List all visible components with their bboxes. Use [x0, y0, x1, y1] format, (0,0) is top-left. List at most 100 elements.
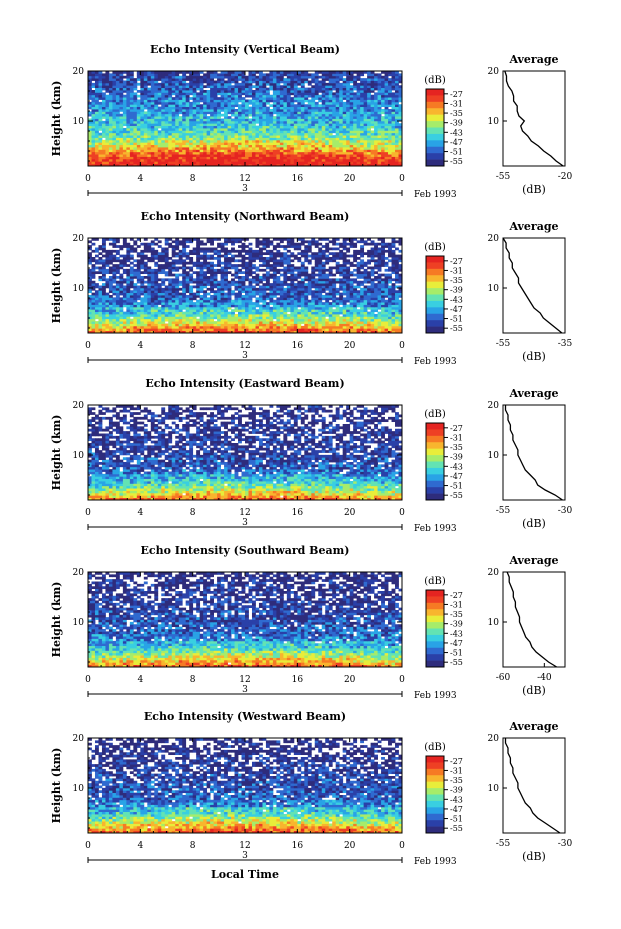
heatmap-cell	[356, 87, 361, 91]
heatmap-cell	[227, 128, 232, 131]
heatmap-cell	[203, 142, 208, 146]
heatmap-cell	[213, 87, 218, 91]
heatmap-cell	[353, 309, 358, 313]
heatmap-cell	[147, 132, 152, 136]
heatmap-cell	[381, 325, 385, 329]
heatmap-cell	[182, 139, 187, 143]
heatmap-cell	[339, 135, 344, 138]
heatmap-cell	[189, 87, 194, 91]
heatmap-cell	[206, 118, 211, 122]
heatmap-cell	[91, 156, 96, 160]
heatmap-cell	[269, 99, 274, 103]
heatmap-cell	[189, 325, 194, 329]
heatmap-cell	[342, 154, 347, 157]
heatmap-cell	[136, 149, 141, 153]
heatmap-cell	[370, 163, 375, 167]
heatmap-cell	[105, 309, 110, 313]
heatmap-cell	[199, 158, 204, 162]
heatmap-cell	[356, 161, 361, 165]
heatmap-cell	[91, 94, 96, 98]
heatmap-cell	[224, 297, 228, 301]
heatmap-cell	[251, 73, 256, 77]
heatmap-cell	[189, 125, 194, 129]
heatmap-cell	[122, 299, 127, 303]
heatmap-cell	[377, 139, 382, 143]
heatmap-cell	[91, 118, 96, 122]
heatmap-cell	[349, 73, 354, 77]
heatmap-cell	[342, 142, 347, 146]
heatmap-cell	[175, 144, 180, 148]
heatmap-cell	[98, 161, 103, 165]
heatmap-cell	[98, 135, 103, 138]
heatmap-cell	[276, 106, 281, 110]
heatmap-cell	[251, 125, 256, 129]
heatmap-cell	[300, 123, 305, 127]
heatmap-cell	[290, 144, 295, 148]
heatmap-cell	[384, 302, 389, 305]
heatmap-cell	[115, 144, 120, 148]
heatmap-cell	[311, 299, 316, 303]
heatmap-cell	[265, 161, 270, 165]
heatmap-cell	[339, 158, 344, 162]
heatmap-cell	[318, 149, 323, 153]
heatmap-cell	[192, 101, 197, 105]
heatmap-cell	[300, 151, 305, 155]
heatmap-cell	[272, 80, 277, 84]
heatmap-cell	[332, 304, 337, 308]
heatmap-cell	[374, 99, 378, 103]
heatmap-cell	[367, 137, 371, 141]
heatmap-cell	[248, 161, 253, 165]
heatmap-cell	[101, 318, 106, 322]
heatmap-cell	[126, 297, 131, 301]
heatmap-cell	[311, 325, 316, 329]
heatmap-cell	[175, 306, 180, 310]
heatmap-cell	[178, 106, 183, 110]
heatmap-cell	[133, 109, 138, 112]
heatmap-cell	[182, 149, 187, 153]
heatmap-cell	[370, 297, 375, 301]
heatmap-cell	[189, 304, 194, 308]
heatmap-cell	[328, 316, 333, 320]
colorbar-tick-label: -39	[450, 119, 463, 128]
heatmap-cell	[346, 75, 351, 79]
heatmap-cell	[311, 120, 316, 124]
heatmap-cell	[374, 142, 378, 146]
heatmap-cell	[234, 158, 239, 162]
heatmap-cell	[314, 111, 319, 115]
heatmap-cell	[262, 104, 267, 108]
heatmap-cell	[363, 158, 368, 162]
heatmap-cell	[115, 149, 120, 153]
heatmap-cell	[377, 318, 382, 322]
heatmap-cell	[115, 90, 120, 93]
heatmap-cell	[91, 149, 96, 153]
heatmap-cell	[143, 82, 148, 86]
heatmap-cell	[164, 154, 169, 157]
heatmap-cell	[346, 109, 351, 112]
heatmap-cell	[265, 130, 270, 134]
heatmap-cell	[328, 297, 333, 301]
heatmap-cell	[283, 311, 288, 315]
heatmap-cell	[360, 323, 365, 327]
heatmap-cell	[143, 125, 148, 129]
heatmap-cell	[311, 304, 316, 308]
heatmap-cell	[391, 106, 396, 110]
heatmap-cell	[136, 135, 141, 138]
heatmap-cell	[140, 302, 145, 305]
heatmap-cell	[374, 106, 378, 110]
heatmap-cell	[339, 97, 344, 100]
heatmap-cell	[356, 130, 361, 134]
heatmap-cell	[318, 71, 323, 74]
heatmap-cell	[140, 151, 145, 155]
heatmap-cell	[192, 109, 197, 112]
heatmap-cell	[258, 297, 263, 301]
heatmap-cell	[377, 302, 382, 305]
heatmap-cell	[297, 92, 302, 96]
heatmap-cell	[115, 306, 120, 310]
heatmap-cell	[98, 137, 103, 141]
heatmap-cell	[335, 139, 340, 143]
heatmap-cell	[321, 92, 326, 96]
heatmap-cell	[129, 128, 134, 131]
heatmap-cell	[178, 330, 183, 334]
heatmap-cell	[388, 304, 392, 308]
heatmap-cell	[332, 297, 337, 301]
